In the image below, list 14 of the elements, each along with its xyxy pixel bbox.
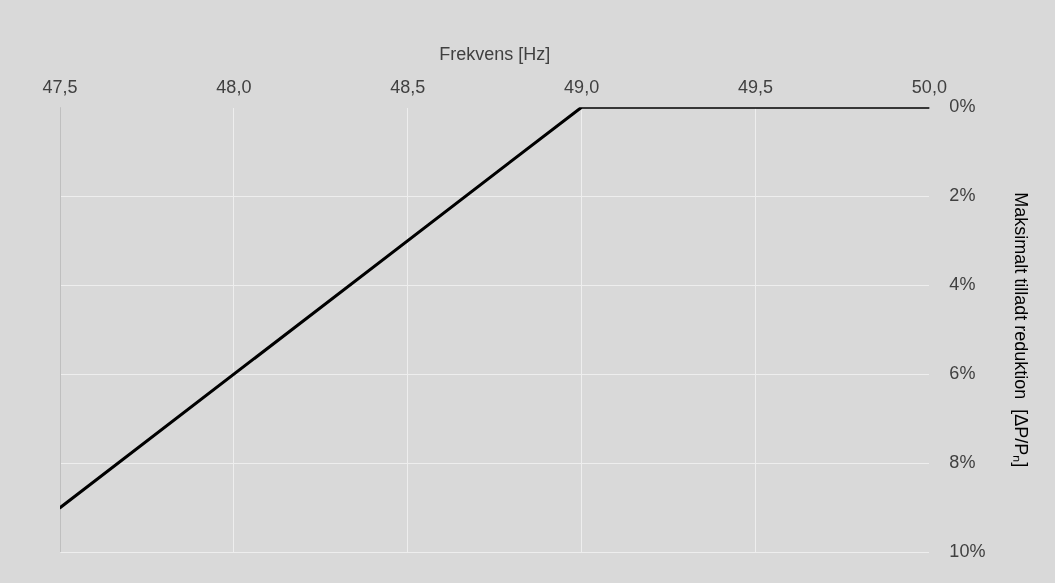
y-tick-label: 8% (949, 452, 976, 473)
y-tick-label: 10% (949, 541, 986, 562)
x-tick-label: 49,5 (737, 77, 774, 98)
x-tick-label: 48,0 (216, 77, 252, 98)
y-tick-label: 0% (949, 96, 976, 117)
x-axis-title: Frekvens [Hz] (439, 43, 551, 64)
y-tick-label: 6% (949, 363, 976, 384)
x-tick-label: 49,0 (564, 77, 600, 98)
y-axis-title: Maksimalt tilladt reduktion [ΔP/Pₙ] (1011, 192, 1032, 468)
x-tick-label: 47,5 (42, 77, 78, 98)
y-tick-label: 4% (949, 274, 976, 295)
x-tick-label: 50,0 (911, 77, 947, 98)
x-tick-label: 48,5 (390, 77, 426, 98)
y-tick-label: 2% (949, 185, 976, 206)
